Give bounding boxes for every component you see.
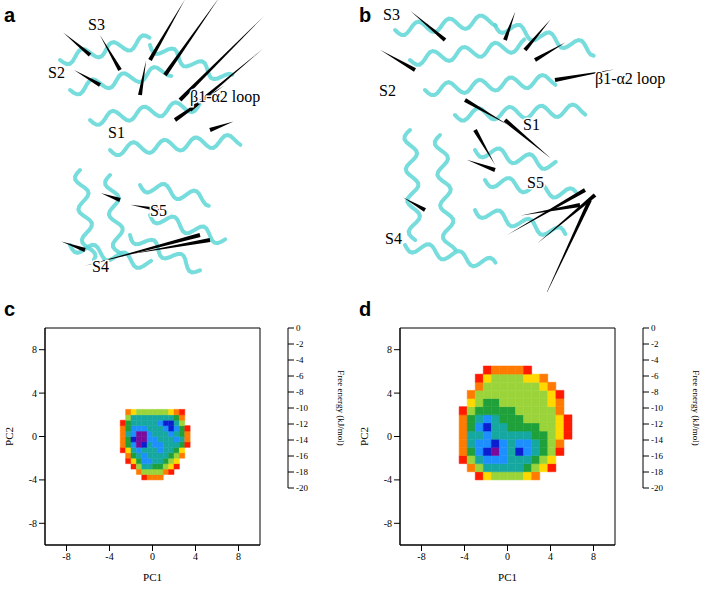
svg-text:PC2: PC2: [3, 427, 15, 446]
svg-text:a: a: [4, 4, 16, 26]
svg-text:4: 4: [32, 388, 37, 399]
svg-text:S2: S2: [48, 64, 65, 81]
svg-text:S2: S2: [379, 82, 396, 99]
svg-text:0: 0: [387, 431, 392, 442]
svg-text:-16: -16: [296, 451, 308, 461]
svg-text:0: 0: [150, 551, 155, 562]
svg-text:-20: -20: [296, 483, 308, 493]
svg-text:S1: S1: [108, 124, 125, 141]
svg-text:S4: S4: [92, 258, 109, 275]
svg-text:-8: -8: [29, 518, 37, 529]
svg-text:-2: -2: [296, 339, 304, 349]
svg-text:-8: -8: [417, 551, 425, 562]
svg-text:4: 4: [193, 551, 198, 562]
svg-text:8: 8: [236, 551, 241, 562]
svg-text:4: 4: [548, 551, 553, 562]
svg-text:-20: -20: [651, 483, 663, 493]
svg-text:-18: -18: [296, 467, 308, 477]
svg-text:S4: S4: [385, 230, 402, 247]
svg-text:-4: -4: [105, 551, 113, 562]
svg-text:0: 0: [505, 551, 510, 562]
svg-text:-18: -18: [651, 467, 663, 477]
svg-text:S5: S5: [527, 174, 544, 191]
svg-text:b: b: [359, 4, 371, 26]
svg-text:Free energy (kJ/mol): Free energy (kJ/mol): [336, 370, 345, 445]
svg-text:8: 8: [387, 344, 392, 355]
svg-text:-14: -14: [296, 435, 308, 445]
svg-text:0: 0: [296, 323, 301, 333]
svg-text:-4: -4: [651, 355, 659, 365]
svg-text:-14: -14: [651, 435, 663, 445]
svg-text:PC1: PC1: [143, 571, 162, 583]
svg-text:-4: -4: [296, 355, 304, 365]
svg-text:-16: -16: [651, 451, 663, 461]
svg-text:0: 0: [651, 323, 656, 333]
svg-text:-6: -6: [651, 371, 659, 381]
svg-text:β1-α2 loop: β1-α2 loop: [190, 88, 260, 106]
svg-text:-6: -6: [296, 371, 304, 381]
svg-text:Free energy (kJ/mol): Free energy (kJ/mol): [691, 370, 700, 445]
svg-text:S5: S5: [150, 202, 167, 219]
svg-text:-10: -10: [296, 403, 308, 413]
svg-text:-10: -10: [651, 403, 663, 413]
html-text:c: c: [4, 298, 16, 320]
svg-text:PC2: PC2: [358, 427, 370, 446]
svg-text:-4: -4: [29, 474, 37, 485]
svg-text:β1-α2 loop: β1-α2 loop: [595, 70, 665, 88]
svg-text:-8: -8: [296, 387, 304, 397]
svg-text:0: 0: [32, 431, 37, 442]
svg-text:-8: -8: [62, 551, 70, 562]
svg-text:-12: -12: [296, 419, 308, 429]
svg-text:8: 8: [591, 551, 596, 562]
svg-text:S3: S3: [383, 6, 400, 23]
svg-text:8: 8: [32, 344, 37, 355]
html-text:d: d: [359, 298, 372, 320]
svg-text:-8: -8: [651, 387, 659, 397]
svg-text:-12: -12: [651, 419, 663, 429]
svg-text:S1: S1: [523, 116, 540, 133]
svg-text:PC1: PC1: [498, 571, 517, 583]
svg-text:S3: S3: [88, 16, 105, 33]
svg-text:-4: -4: [460, 551, 468, 562]
svg-text:4: 4: [387, 388, 392, 399]
svg-text:-2: -2: [651, 339, 659, 349]
svg-text:-4: -4: [384, 474, 392, 485]
svg-text:-8: -8: [384, 518, 392, 529]
